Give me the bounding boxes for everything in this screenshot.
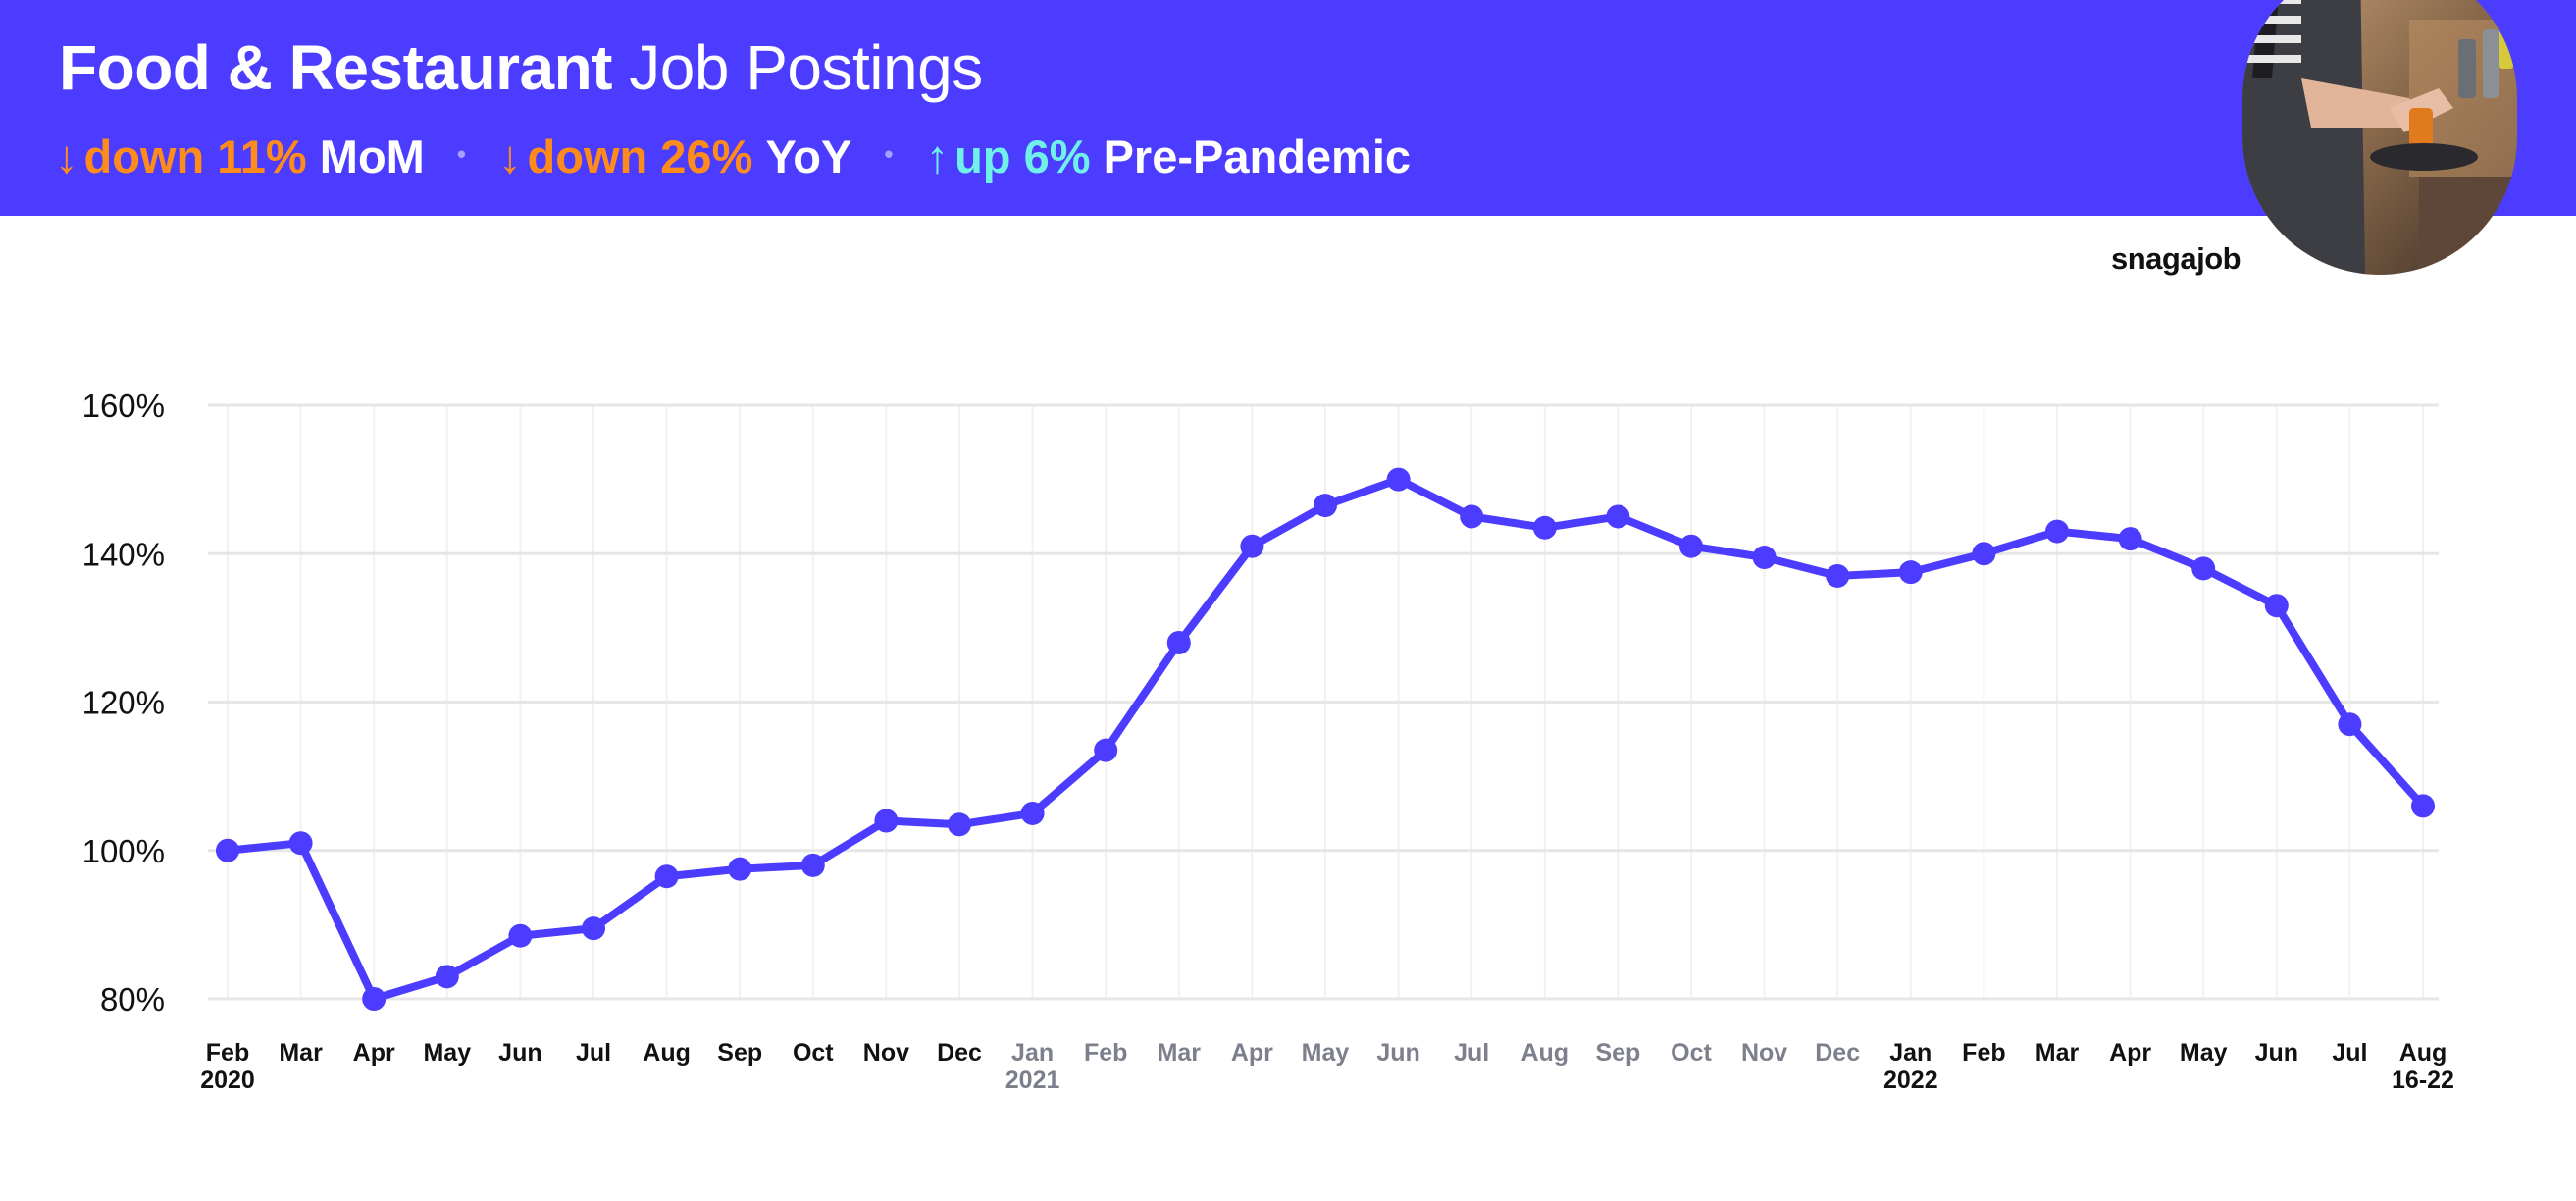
stat-yoy-label: YoY bbox=[765, 131, 852, 183]
data-point bbox=[1386, 467, 1411, 492]
x-tick-label: Jan bbox=[1889, 1039, 1932, 1067]
x-tick-label: Apr bbox=[353, 1039, 395, 1067]
x-tick-label: Jul bbox=[2332, 1039, 2367, 1067]
data-point bbox=[1679, 534, 1703, 558]
x-tick-label: May bbox=[2180, 1039, 2228, 1067]
x-tick-label: Mar bbox=[1158, 1039, 1202, 1067]
data-point bbox=[728, 857, 752, 881]
x-tick-sublabel: 2020 bbox=[200, 1067, 255, 1094]
x-tick-label: Aug bbox=[1520, 1039, 1569, 1067]
data-point bbox=[1314, 494, 1337, 518]
title-bold: Food & Restaurant bbox=[59, 32, 612, 103]
stat-yoy: ↓ down 26% YoY bbox=[498, 127, 864, 183]
x-tick-label: Feb bbox=[206, 1039, 249, 1067]
separator-dot: • bbox=[456, 139, 466, 170]
data-point bbox=[2411, 794, 2435, 818]
stat-mom: ↓ down 11% MoM bbox=[55, 127, 438, 183]
data-point bbox=[1898, 560, 1923, 585]
x-tick-label: Sep bbox=[717, 1039, 762, 1067]
x-tick-label: Mar bbox=[279, 1039, 323, 1067]
title-light: Job Postings bbox=[629, 32, 983, 103]
data-point bbox=[1752, 546, 1777, 570]
data-point bbox=[1972, 542, 1996, 566]
stats-row: ↓ down 11% MoM • ↓ down 26% YoY • ↑ up 6% P… bbox=[55, 124, 1411, 183]
x-tick-label: Feb bbox=[1962, 1039, 2005, 1067]
down-arrow-icon: ↓ bbox=[55, 131, 78, 183]
x-tick-label: Oct bbox=[793, 1039, 834, 1067]
stat-yoy-value: down 26% bbox=[527, 131, 753, 183]
x-tick-label: Aug bbox=[2399, 1039, 2447, 1067]
x-tick-label: Jan bbox=[1011, 1039, 1054, 1067]
data-point bbox=[800, 853, 825, 877]
x-tick-label: Dec bbox=[1815, 1039, 1860, 1067]
data-point bbox=[654, 864, 679, 889]
data-point bbox=[1166, 631, 1191, 654]
x-tick-label: Mar bbox=[2035, 1039, 2080, 1067]
y-tick-label: 100% bbox=[82, 833, 165, 869]
barista-photo bbox=[2242, 0, 2517, 275]
stat-mom-value: down 11% bbox=[83, 131, 307, 183]
data-point bbox=[216, 838, 239, 862]
y-tick-label: 140% bbox=[82, 536, 165, 572]
x-tick-label: Jun bbox=[1376, 1039, 1419, 1067]
data-point bbox=[1020, 801, 1045, 825]
data-point bbox=[288, 831, 313, 856]
stat-prepandemic-value: up 6% bbox=[954, 131, 1091, 183]
x-tick-label: Jul bbox=[576, 1039, 611, 1067]
data-point bbox=[2045, 519, 2069, 544]
down-arrow-icon: ↓ bbox=[498, 131, 522, 183]
snagajob-logo: snagajob bbox=[2111, 241, 2241, 276]
x-tick-label: Jun bbox=[2255, 1039, 2298, 1067]
x-tick-label: May bbox=[1302, 1039, 1350, 1067]
data-point bbox=[1606, 504, 1630, 529]
data-point bbox=[435, 965, 459, 989]
x-tick-label: Oct bbox=[1671, 1039, 1712, 1067]
data-point bbox=[874, 809, 899, 833]
x-tick-sublabel: 2022 bbox=[1883, 1067, 1938, 1094]
data-point bbox=[2264, 594, 2289, 618]
data-point bbox=[362, 987, 386, 1011]
data-point bbox=[2118, 527, 2142, 551]
x-tick-label: Jun bbox=[498, 1039, 541, 1067]
data-point bbox=[948, 812, 971, 837]
x-tick-label: Dec bbox=[937, 1039, 982, 1067]
y-tick-label: 80% bbox=[100, 981, 165, 1018]
data-point bbox=[1460, 504, 1484, 529]
data-point bbox=[508, 923, 533, 948]
x-tick-label: Apr bbox=[1231, 1039, 1273, 1067]
stat-prepandemic-label: Pre-Pandemic bbox=[1103, 131, 1412, 183]
x-tick-label: May bbox=[423, 1039, 471, 1067]
x-tick-label: Nov bbox=[863, 1039, 909, 1067]
data-point bbox=[2338, 712, 2362, 737]
data-point bbox=[582, 916, 605, 941]
x-tick-label: Sep bbox=[1595, 1039, 1640, 1067]
x-tick-label: Aug bbox=[643, 1039, 691, 1067]
x-tick-sublabel: 2021 bbox=[1005, 1067, 1060, 1094]
x-tick-label: Apr bbox=[2109, 1039, 2151, 1067]
separator-dot: • bbox=[884, 139, 894, 170]
page-title: Food & Restaurant Job Postings bbox=[59, 31, 983, 104]
stat-prepandemic: ↑ up 6% Pre-Pandemic bbox=[926, 127, 1411, 183]
data-point bbox=[1826, 563, 1850, 588]
up-arrow-icon: ↑ bbox=[925, 131, 950, 183]
data-point bbox=[1532, 515, 1557, 540]
x-tick-label: Nov bbox=[1741, 1039, 1787, 1067]
y-tick-label: 120% bbox=[82, 685, 165, 721]
data-point bbox=[1094, 738, 1118, 762]
x-tick-label: Jul bbox=[1454, 1039, 1489, 1067]
y-tick-label: 160% bbox=[82, 388, 165, 424]
data-point bbox=[1240, 534, 1264, 558]
header-banner: Food & Restaurant Job Postings ↓ down 11%… bbox=[0, 0, 2576, 216]
data-point bbox=[2191, 556, 2216, 581]
x-tick-label: Feb bbox=[1084, 1039, 1127, 1067]
x-tick-sublabel: 16-22 bbox=[2392, 1067, 2454, 1094]
stat-mom-label: MoM bbox=[319, 131, 425, 183]
